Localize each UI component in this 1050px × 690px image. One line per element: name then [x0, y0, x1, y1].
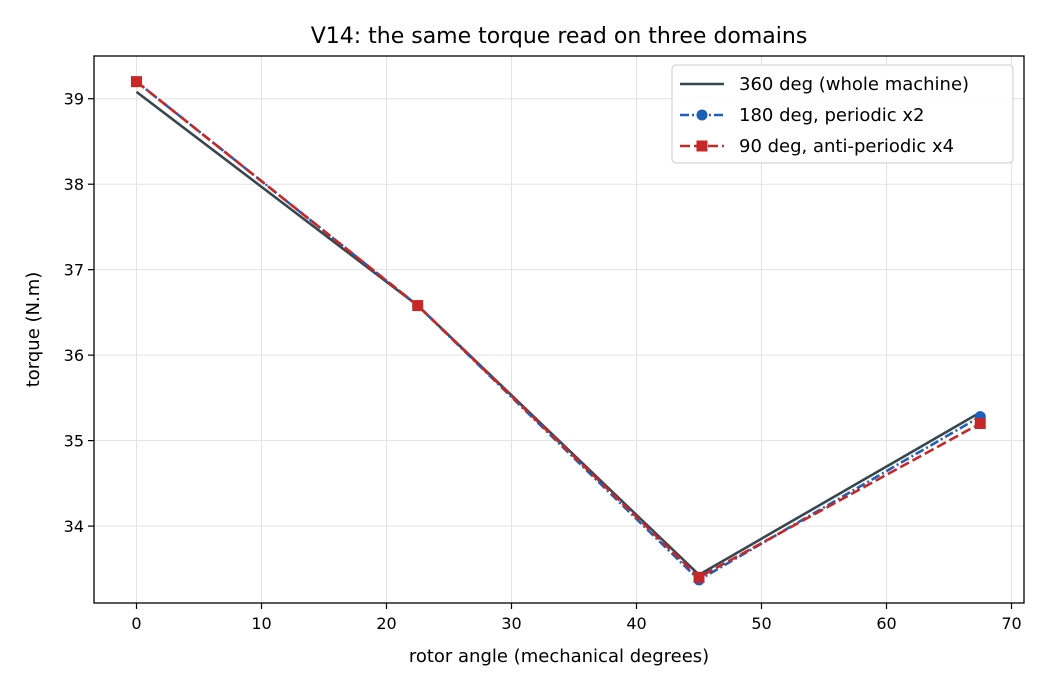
x-tick-label: 70: [1001, 614, 1021, 633]
data-point: [974, 418, 986, 430]
legend-item: 360 deg (whole machine): [680, 74, 969, 95]
y-axis-label: torque (N.m): [23, 272, 44, 388]
data-point: [412, 300, 424, 312]
chart-title: V14: the same torque read on three domai…: [311, 24, 808, 49]
y-tick-label: 39: [64, 90, 84, 109]
x-tick-label: 30: [501, 614, 521, 633]
legend: 360 deg (whole machine) 180 deg, periodic…: [671, 64, 1014, 164]
series-line: [135, 80, 981, 579]
y-tick-label: 35: [64, 432, 84, 451]
y-axis-ticks: 34 35 36 37 38 39: [64, 90, 94, 536]
legend-label: 90 deg, anti-periodic x4: [739, 136, 954, 157]
series-layer: [131, 76, 986, 586]
x-tick-label: 10: [251, 614, 271, 633]
y-tick-label: 38: [64, 175, 84, 194]
series-3: [131, 76, 986, 583]
x-axis-ticks: 0 10 20 30 40 50 60 70: [131, 603, 1022, 633]
x-tick-label: 60: [876, 614, 896, 633]
y-tick-label: 37: [64, 261, 84, 280]
x-tick-label: 50: [751, 614, 771, 633]
plot-frame: [93, 55, 1025, 604]
legend-marker: [696, 140, 708, 152]
data-point: [693, 571, 705, 583]
legend-item: 180 deg, periodic x2: [680, 105, 925, 126]
data-point: [131, 76, 142, 88]
x-axis-label: rotor angle (mechanical degrees): [409, 646, 709, 667]
legend-box: [671, 64, 1014, 164]
legend-item: 90 deg, anti-periodic x4: [680, 136, 954, 157]
legend-marker: [696, 109, 708, 121]
legend-label: 180 deg, periodic x2: [739, 105, 925, 126]
y-tick-label: 36: [64, 346, 84, 365]
legend-items: 360 deg (whole machine) 180 deg, periodic…: [680, 74, 969, 157]
x-tick-label: 40: [626, 614, 646, 633]
x-tick-label: 20: [376, 614, 396, 633]
y-tick-label: 34: [64, 517, 84, 536]
x-tick-label: 0: [131, 614, 141, 633]
legend-label: 360 deg (whole machine): [739, 74, 969, 95]
